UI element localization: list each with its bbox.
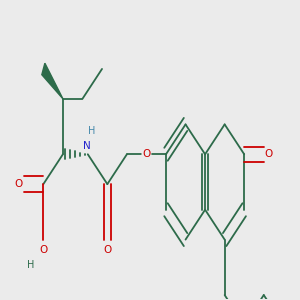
Text: O: O <box>14 179 22 189</box>
Polygon shape <box>42 63 63 99</box>
Text: H: H <box>27 260 34 270</box>
Text: O: O <box>39 245 47 255</box>
Text: H: H <box>88 126 96 136</box>
Text: N: N <box>83 141 91 151</box>
Text: O: O <box>142 149 151 159</box>
Text: O: O <box>103 245 112 255</box>
Text: O: O <box>264 149 272 159</box>
